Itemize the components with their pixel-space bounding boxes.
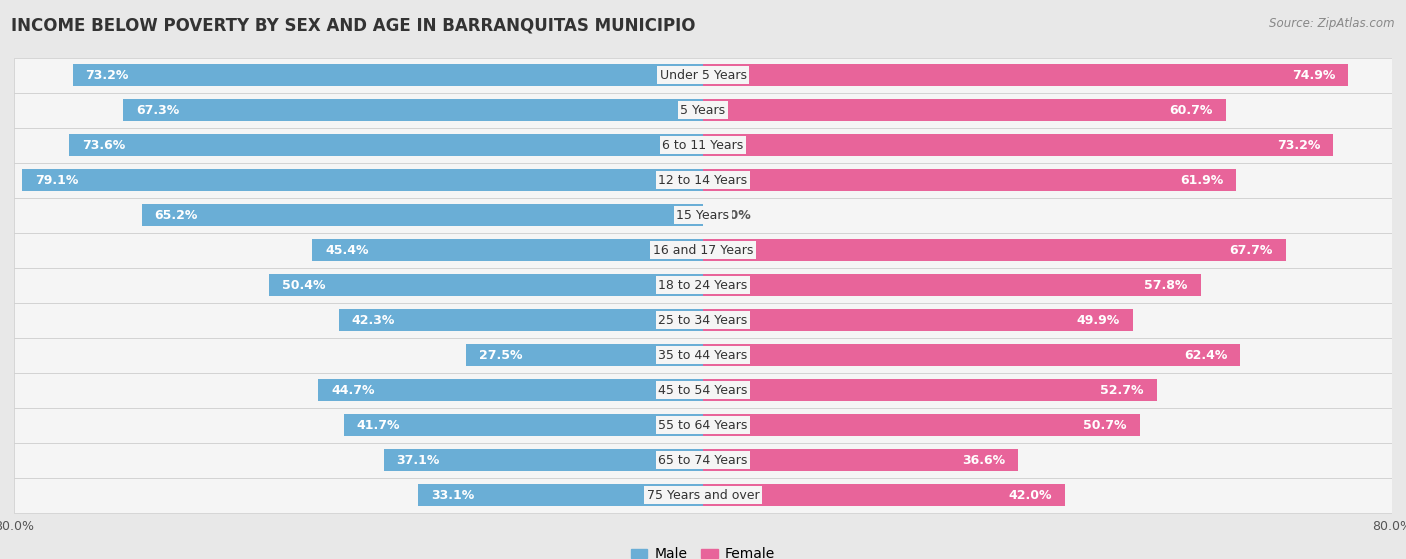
Bar	[312, 239, 703, 261]
Text: 35 to 44 Years: 35 to 44 Years	[658, 349, 748, 362]
Text: 52.7%: 52.7%	[1101, 383, 1144, 396]
Bar	[14, 477, 1392, 513]
Text: 18 to 24 Years: 18 to 24 Years	[658, 278, 748, 292]
Bar	[142, 204, 703, 226]
Text: 60.7%: 60.7%	[1170, 103, 1213, 117]
Text: 73.2%: 73.2%	[86, 69, 129, 82]
Text: 65.2%: 65.2%	[155, 209, 198, 221]
Bar	[14, 198, 1392, 233]
Bar	[703, 64, 1348, 86]
Text: 42.0%: 42.0%	[1008, 489, 1052, 501]
Bar	[14, 163, 1392, 198]
Legend: Male, Female: Male, Female	[626, 542, 780, 559]
Text: 42.3%: 42.3%	[352, 314, 395, 326]
Bar	[124, 100, 703, 121]
Text: 37.1%: 37.1%	[396, 453, 440, 467]
Text: 74.9%: 74.9%	[1292, 69, 1336, 82]
Bar	[703, 484, 1064, 506]
Text: 5 Years: 5 Years	[681, 103, 725, 117]
Bar	[703, 309, 1133, 331]
Text: 25 to 34 Years: 25 to 34 Years	[658, 314, 748, 326]
Bar	[703, 274, 1201, 296]
Text: 27.5%: 27.5%	[479, 349, 523, 362]
Bar	[14, 302, 1392, 338]
Text: 61.9%: 61.9%	[1180, 174, 1223, 187]
Bar	[14, 127, 1392, 163]
Text: Under 5 Years: Under 5 Years	[659, 69, 747, 82]
Text: Source: ZipAtlas.com: Source: ZipAtlas.com	[1270, 17, 1395, 30]
Bar	[69, 134, 703, 156]
Text: 67.7%: 67.7%	[1230, 244, 1272, 257]
Bar	[703, 344, 1240, 366]
Bar	[703, 449, 1018, 471]
Bar	[14, 372, 1392, 408]
Text: 44.7%: 44.7%	[330, 383, 374, 396]
Text: 57.8%: 57.8%	[1144, 278, 1188, 292]
Bar	[14, 338, 1392, 372]
Text: 62.4%: 62.4%	[1184, 349, 1227, 362]
Bar	[339, 309, 703, 331]
Text: 16 and 17 Years: 16 and 17 Years	[652, 244, 754, 257]
Bar	[344, 414, 703, 436]
Bar	[14, 58, 1392, 93]
Bar	[703, 134, 1333, 156]
Bar	[418, 484, 703, 506]
Text: 65 to 74 Years: 65 to 74 Years	[658, 453, 748, 467]
Text: 50.7%: 50.7%	[1083, 419, 1126, 432]
Text: INCOME BELOW POVERTY BY SEX AND AGE IN BARRANQUITAS MUNICIPIO: INCOME BELOW POVERTY BY SEX AND AGE IN B…	[11, 17, 696, 35]
Text: 0.0%: 0.0%	[716, 209, 751, 221]
Bar	[703, 169, 1236, 191]
Text: 50.4%: 50.4%	[281, 278, 325, 292]
Text: 73.6%: 73.6%	[82, 139, 125, 151]
Text: 67.3%: 67.3%	[136, 103, 180, 117]
Text: 45.4%: 45.4%	[325, 244, 368, 257]
Text: 6 to 11 Years: 6 to 11 Years	[662, 139, 744, 151]
Bar	[703, 414, 1140, 436]
Text: 15 Years: 15 Years	[676, 209, 730, 221]
Bar	[384, 449, 703, 471]
Text: 41.7%: 41.7%	[357, 419, 401, 432]
Text: 79.1%: 79.1%	[35, 174, 79, 187]
Text: 55 to 64 Years: 55 to 64 Years	[658, 419, 748, 432]
Text: 75 Years and over: 75 Years and over	[647, 489, 759, 501]
Bar	[269, 274, 703, 296]
Bar	[318, 379, 703, 401]
Bar	[703, 239, 1286, 261]
Bar	[22, 169, 703, 191]
Bar	[14, 93, 1392, 127]
Bar	[703, 100, 1226, 121]
Bar	[73, 64, 703, 86]
Text: 73.2%: 73.2%	[1277, 139, 1320, 151]
Text: 36.6%: 36.6%	[962, 453, 1005, 467]
Bar	[14, 233, 1392, 268]
Bar	[14, 408, 1392, 443]
Bar	[467, 344, 703, 366]
Bar	[14, 443, 1392, 477]
Text: 49.9%: 49.9%	[1077, 314, 1119, 326]
Bar	[14, 268, 1392, 302]
Text: 33.1%: 33.1%	[430, 489, 474, 501]
Text: 45 to 54 Years: 45 to 54 Years	[658, 383, 748, 396]
Bar	[703, 379, 1157, 401]
Text: 12 to 14 Years: 12 to 14 Years	[658, 174, 748, 187]
